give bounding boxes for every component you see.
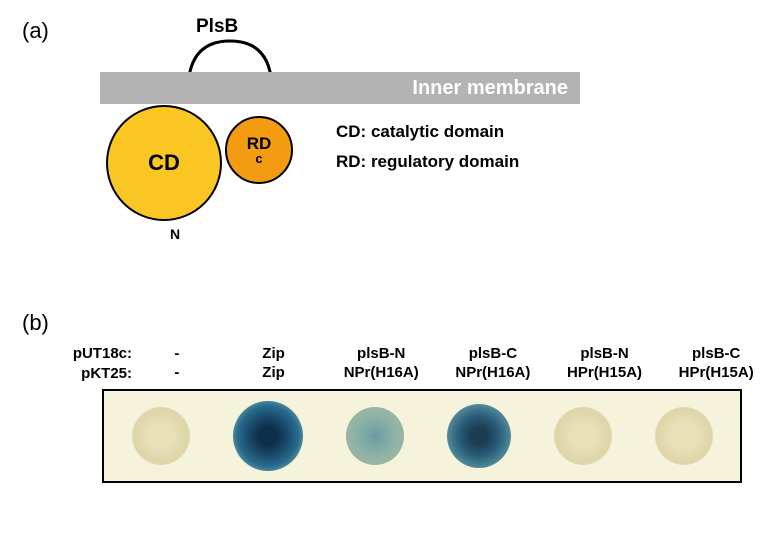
kt25-value: HPr(H15A) xyxy=(660,364,772,383)
kt25-value: HPr(H15A) xyxy=(549,364,661,383)
blot-spot xyxy=(447,404,511,468)
panel-a-diagram: PlsB Inner membrane CD N RD c CD: cataly… xyxy=(80,10,680,250)
column-label: ZipZip xyxy=(222,345,326,383)
inner-membrane: Inner membrane xyxy=(100,72,580,104)
rd-label: RD xyxy=(247,135,272,152)
ut18c-value: plsB-N xyxy=(325,345,437,364)
column-label: plsB-NHPr(H15A) xyxy=(549,345,661,383)
cd-domain: CD xyxy=(106,105,222,221)
blot-box xyxy=(102,389,742,483)
ut18c-value: plsB-C xyxy=(437,345,549,364)
ut18c-value: plsB-C xyxy=(660,345,772,364)
row-label-kt25: pKT25: xyxy=(60,365,132,382)
n-terminus: N xyxy=(170,226,180,242)
cd-definition: CD: catalytic domain xyxy=(336,122,504,142)
ut18c-value: plsB-N xyxy=(549,345,661,364)
kt25-value: NPr(H16A) xyxy=(437,364,549,383)
row-label-ut18c: pUT18c: xyxy=(60,345,132,362)
column-labels: --ZipZipplsB-NNPr(H16A)plsB-CNPr(H16A)pl… xyxy=(132,345,772,383)
rd-definition: RD: regulatory domain xyxy=(336,152,519,172)
column-label: plsB-CHPr(H15A) xyxy=(660,345,772,383)
column-label: -- xyxy=(132,345,222,383)
ut18c-value: Zip xyxy=(222,345,326,364)
blot-spot xyxy=(132,407,190,465)
cd-label: CD xyxy=(148,150,180,176)
blot-spot xyxy=(554,407,612,465)
membrane-label: Inner membrane xyxy=(412,77,568,100)
c-terminus: c xyxy=(255,152,262,165)
kt25-value: - xyxy=(132,364,222,383)
blot-spot xyxy=(655,407,713,465)
blot-spot xyxy=(346,407,404,465)
panel-a-label: (a) xyxy=(22,18,49,44)
blot-spot xyxy=(233,401,303,471)
rd-domain: RD c xyxy=(225,116,293,184)
kt25-value: Zip xyxy=(222,364,326,383)
column-label: plsB-NNPr(H16A) xyxy=(325,345,437,383)
protein-name: PlsB xyxy=(196,16,238,38)
panel-b-label: (b) xyxy=(22,310,49,336)
column-label: plsB-CNPr(H16A) xyxy=(437,345,549,383)
kt25-value: NPr(H16A) xyxy=(325,364,437,383)
ut18c-value: - xyxy=(132,345,222,364)
